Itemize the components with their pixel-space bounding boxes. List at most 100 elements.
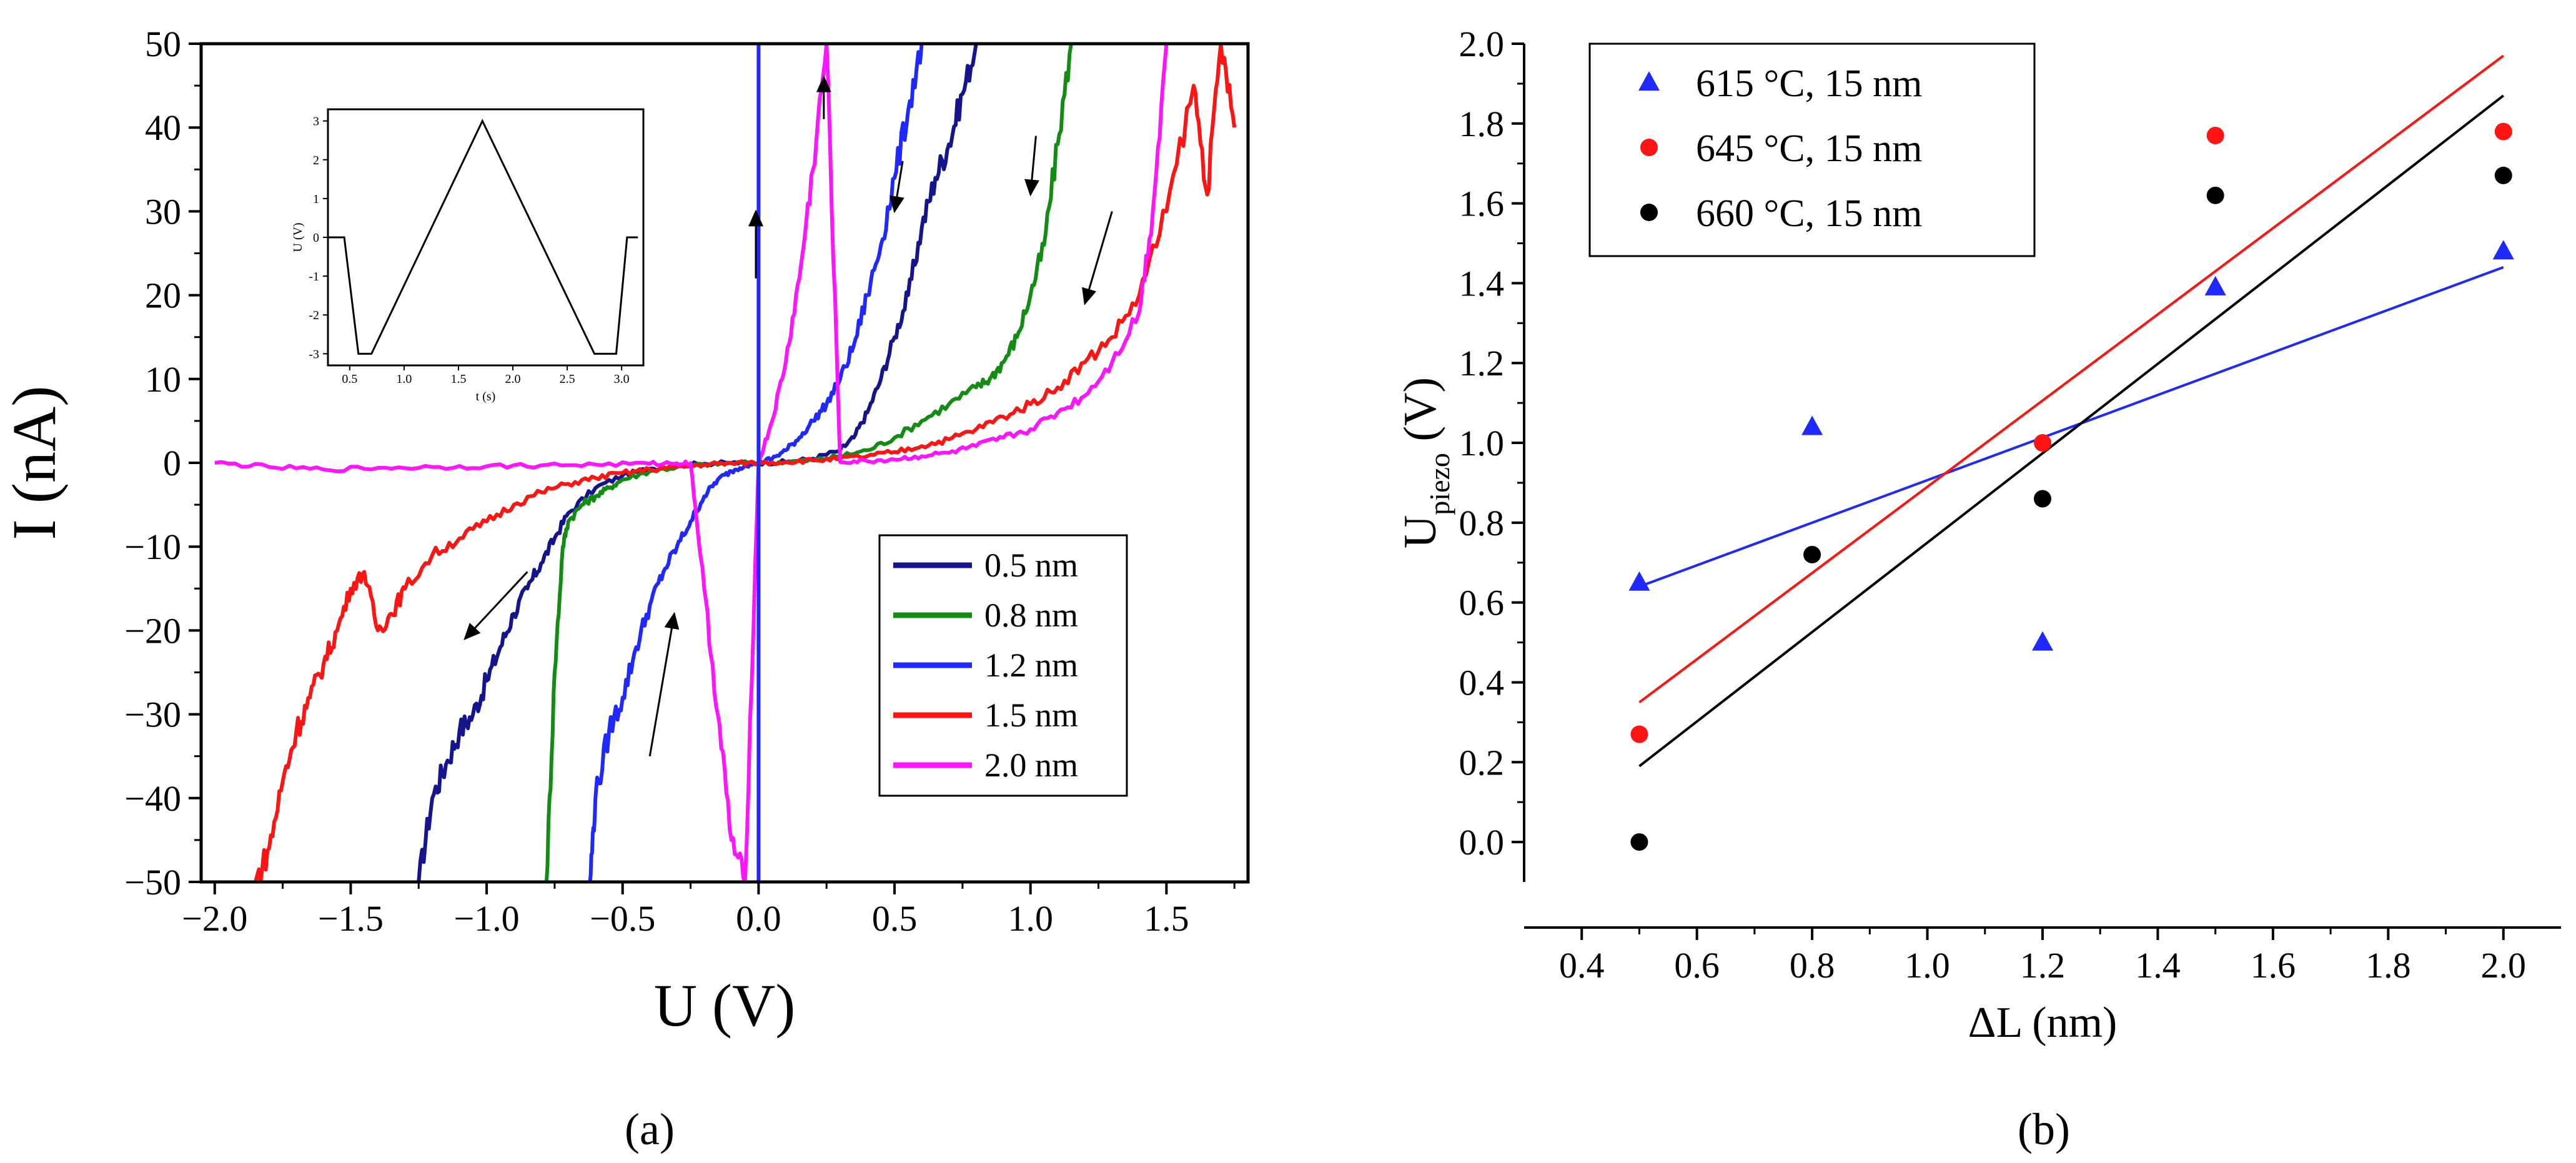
y-tick-label: −40 — [124, 778, 181, 819]
legend-label: 660 °C, 15 nm — [1696, 192, 1922, 235]
inset-frame — [327, 108, 645, 367]
fit-line — [1638, 94, 2505, 768]
y-axis-label: Upiezo (V) — [1395, 377, 1455, 548]
y-tick-label: −10 — [124, 527, 181, 567]
data-point-circle — [2206, 126, 2224, 144]
data-point-circle — [2034, 490, 2051, 508]
inset-x-tick-label: 2.5 — [560, 372, 575, 386]
data-point-triangle — [2032, 631, 2053, 651]
x-tick-label: 0.0 — [736, 898, 781, 939]
y-axis-label: I (nA) — [0, 385, 69, 540]
y-tick-label: 0.8 — [1459, 503, 1505, 543]
legend-label: 0.5 nm — [984, 547, 1078, 584]
panel-a-frame — [199, 42, 1250, 884]
direction-arrow — [463, 571, 528, 641]
y-tick-label: 2.0 — [1459, 24, 1505, 64]
data-point-circle — [2494, 122, 2512, 141]
x-tick-label: 2.0 — [2481, 945, 2527, 986]
inset-x-label: t (s) — [476, 390, 496, 403]
x-tick-label: 1.0 — [1905, 945, 1950, 986]
inset-x-tick-label: 0.5 — [342, 372, 357, 386]
inset-y-tick-label: 3 — [313, 115, 319, 129]
y-tick-label: 10 — [145, 359, 181, 400]
data-point-triangle — [2492, 240, 2514, 260]
inset-voltage-line — [328, 119, 638, 355]
direction-arrow — [1024, 136, 1039, 197]
y-tick-label: 1.0 — [1459, 423, 1505, 463]
y-tick-label: 40 — [145, 107, 181, 148]
x-tick-label: 1.8 — [2365, 945, 2411, 986]
x-tick-label: 0.6 — [1674, 945, 1720, 986]
y-tick-label: 0.0 — [1459, 822, 1505, 863]
data-point-triangle — [1628, 571, 1650, 591]
panel-b: 0.0 0.2 0.4 0.6 0.8 1.0 1.2 1.4 1.6 1.8 2.0 0.4 0.6 0… — [1395, 24, 2561, 1154]
inset: 0.5 1.0 1.5 2.0 2.5 3.0 -3 -2 -1 0 1 2 3 t (s) U (V) — [291, 108, 645, 403]
direction-arrow — [1082, 210, 1113, 305]
y-tick-label: 0.2 — [1459, 742, 1505, 783]
legend-label: 1.2 nm — [984, 646, 1078, 684]
inset-x-tick-label: 1.0 — [396, 372, 412, 386]
y-tick-label: 1.6 — [1459, 184, 1505, 224]
y-tick-label: 1.2 — [1459, 343, 1505, 384]
y-tick-label: 1.8 — [1459, 104, 1505, 144]
x-tick-label: −2.0 — [182, 898, 247, 939]
series-line-1-2-nm — [588, 44, 924, 882]
x-tick-label: −0.5 — [590, 898, 655, 939]
data-point-circle — [1630, 725, 1648, 743]
x-tick-label: −1.0 — [453, 898, 519, 939]
x-tick-label: 1.5 — [1144, 898, 1189, 939]
x-tick-label: 1.2 — [2020, 945, 2066, 986]
inset-y-tick-label: -2 — [309, 309, 319, 322]
fit-line — [1638, 265, 2504, 588]
y-axis-label-main: U — [1395, 515, 1446, 548]
data-point-circle — [2206, 186, 2224, 204]
legend-marker-triangle — [1638, 71, 1660, 91]
direction-arrow — [889, 161, 904, 214]
y-tick-label: 0 — [163, 443, 181, 483]
legend-marker-circle — [1640, 139, 1658, 156]
data-point-circle — [1803, 545, 1821, 563]
direction-arrow — [648, 611, 680, 756]
y-tick-label: −20 — [124, 610, 181, 651]
y-tick-label: 0.6 — [1459, 583, 1505, 623]
inset-y-tick-label: 2 — [313, 154, 319, 167]
legend-label: 2.0 nm — [984, 746, 1078, 784]
fit-line — [1638, 54, 2504, 704]
y-tick-label: −50 — [124, 862, 181, 903]
y-tick-label: −30 — [124, 695, 181, 735]
legend-marker-circle — [1640, 204, 1658, 221]
panel-a: −2.0 −1.5 −1.0 −0.5 0.0 0.5 1.0 1.5 −50 −40 −30 −20… — [0, 24, 1250, 1154]
data-point-triangle — [2204, 275, 2226, 295]
y-tick-label: 50 — [145, 24, 181, 64]
inset-x-tick-label: 3.0 — [614, 372, 630, 386]
x-tick-label: 1.0 — [1008, 898, 1053, 939]
panel-label-b: (b) — [2018, 1104, 2070, 1154]
y-axis-label-subscript: piezo — [1424, 453, 1455, 515]
inset-y-tick-label: 0 — [313, 231, 319, 245]
legend-label: 1.5 nm — [984, 696, 1078, 734]
data-point-circle — [2034, 434, 2051, 452]
inset-y-tick-label: 1 — [313, 192, 319, 206]
inset-y-label: U (V) — [291, 222, 305, 252]
panel-label-a: (a) — [625, 1104, 675, 1154]
panel-a-series — [214, 44, 1237, 882]
y-tick-label: 20 — [145, 275, 181, 316]
x-tick-label: 0.4 — [1559, 945, 1605, 986]
y-tick-label: 0.4 — [1459, 662, 1505, 703]
x-tick-label: −1.5 — [318, 898, 384, 939]
data-point-triangle — [1801, 415, 1823, 435]
x-tick-label: 1.4 — [2135, 945, 2181, 986]
x-tick-label: 1.6 — [2251, 945, 2296, 986]
x-axis-label: U (V) — [654, 972, 796, 1039]
inset-y-tick-label: -1 — [309, 270, 319, 284]
legend-box — [1588, 42, 2036, 257]
x-axis-label: ΔL (nm) — [1968, 999, 2118, 1047]
inset-x-tick-label: 2.0 — [505, 372, 521, 386]
y-axis-label-unit: (V) — [1395, 377, 1446, 453]
y-tick-label: 1.4 — [1459, 263, 1505, 304]
legend-label: 0.8 nm — [984, 596, 1078, 634]
legend-label: 645 °C, 15 nm — [1696, 127, 1922, 170]
inset-y-tick-label: -3 — [309, 347, 319, 361]
series-line-2-0-nm — [214, 44, 1169, 882]
